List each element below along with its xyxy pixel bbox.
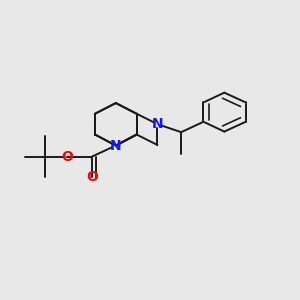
Text: N: N	[110, 139, 122, 152]
Text: O: O	[86, 170, 98, 184]
Text: N: N	[152, 117, 163, 131]
Text: O: O	[61, 149, 73, 164]
